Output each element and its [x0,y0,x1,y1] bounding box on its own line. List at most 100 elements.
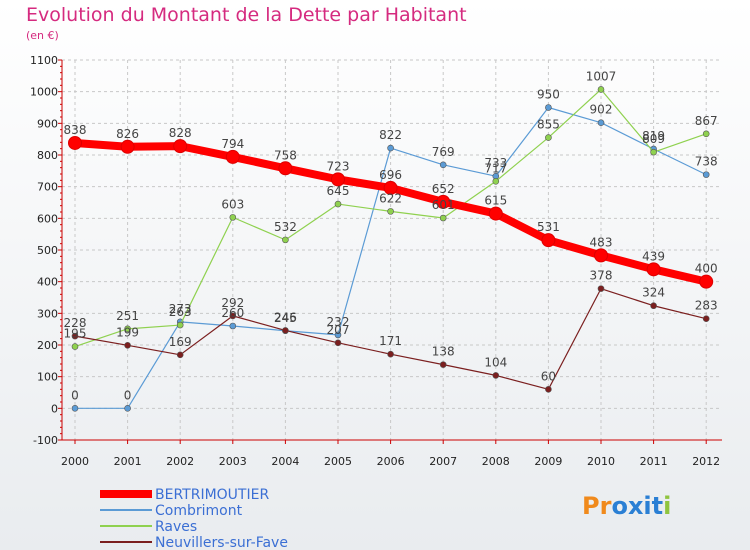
data-point [646,262,661,277]
data-point [702,171,710,178]
chart-title: Evolution du Montant de la Dette par Hab… [26,4,467,26]
data-point [383,180,398,195]
data-point [173,139,188,154]
data-label: 171 [379,334,402,348]
data-point [439,161,447,169]
data-label: 615 [484,194,507,208]
series-lines [68,86,714,412]
data-label: 232 [327,315,350,329]
data-point [387,350,394,358]
data-point [71,405,79,412]
data-point [331,172,345,187]
x-tick-label: 2008 [482,455,510,468]
proxiti-logo: Proxiti [582,492,671,520]
data-label: 867 [695,114,718,128]
data-point [699,274,714,289]
x-tick-label: 2001 [114,455,142,468]
data-point [702,315,710,323]
data-point [594,248,608,263]
data-label: 902 [590,103,613,117]
data-label: 531 [537,220,560,234]
data-label: 245 [274,311,297,325]
data-label: 263 [169,305,192,319]
data-point [176,351,184,359]
data-point [282,236,289,244]
legend-label: Combrimont [155,503,243,519]
data-point [541,233,556,248]
data-label: 138 [432,345,455,359]
data-labels: 838 826 828 794 758 723 696 652 615 531 483 439 400 0… [64,69,718,402]
x-tick-label: 2000 [61,455,89,468]
data-label: 0 [71,388,79,402]
data-point [597,86,605,93]
legend: BERTRIMOUTIERCombrimontRavesNeuvillers-s… [100,487,288,550]
data-label: 622 [379,191,402,205]
x-tick-label: 2012 [692,455,720,468]
data-point [492,372,500,379]
data-label: 855 [537,118,560,132]
data-point [124,405,131,412]
data-label: 809 [642,132,665,146]
data-point [545,134,552,141]
legend-label: Neuvillers-sur-Fave [155,535,288,550]
data-point [334,331,342,339]
data-label: 439 [642,249,665,263]
y-tick-label: 900 [37,117,58,130]
grid [62,59,722,441]
data-label: 228 [64,316,87,330]
y-tick-label: 500 [37,244,58,257]
x-tick-label: 2003 [219,455,247,468]
data-label: 292 [221,296,244,310]
data-label: 273 [169,302,192,316]
data-label: 207 [327,323,350,337]
data-point [282,327,289,334]
data-point [702,130,710,138]
logo-letter: o [611,492,628,520]
data-point [387,208,394,215]
y-tick-label: 700 [37,181,58,194]
x-tick-label: 2010 [587,455,615,468]
logo-letter: i [643,492,651,520]
data-point [439,214,447,222]
data-label: 826 [116,127,139,141]
y-tick-label: 800 [37,149,58,162]
legend-label: BERTRIMOUTIER [155,487,269,503]
data-label: 260 [221,306,244,320]
y-tick-label: 300 [37,307,58,320]
data-label: 758 [274,148,297,162]
logo-text: Proxiti [582,492,671,520]
data-label: 246 [274,310,297,324]
data-label: 1007 [586,69,617,83]
data-label: 950 [537,88,560,102]
logo-letter: i [663,492,671,520]
data-label: 0 [124,388,132,402]
data-label: 601 [432,198,455,212]
x-tick-label: 2011 [640,455,668,468]
data-point [124,342,131,349]
data-label: 378 [590,269,613,283]
logo-letter: r [600,492,612,520]
data-point [545,386,552,393]
data-label: 199 [116,325,139,339]
x-tick-label: 2007 [429,455,457,468]
y-tick-label: 0 [51,402,58,415]
data-label: 822 [379,128,402,142]
axes: -100010020030040050060070080090010001100… [30,54,722,468]
data-label: 283 [695,299,718,313]
x-tick-label: 2006 [377,455,405,468]
y-tick-label: 400 [37,276,58,289]
data-label: 169 [169,335,192,349]
data-label: 104 [484,355,507,369]
data-point [71,332,79,340]
x-tick-label: 2002 [166,455,194,468]
x-tick-label: 2004 [271,455,299,468]
data-point [387,144,394,152]
data-point [334,339,342,347]
logo-letter: x [628,492,644,520]
data-point [439,361,447,368]
y-tick-label: 1000 [30,86,58,99]
y-tick-label: 200 [37,339,58,352]
data-point [650,302,657,310]
data-point [71,343,79,350]
